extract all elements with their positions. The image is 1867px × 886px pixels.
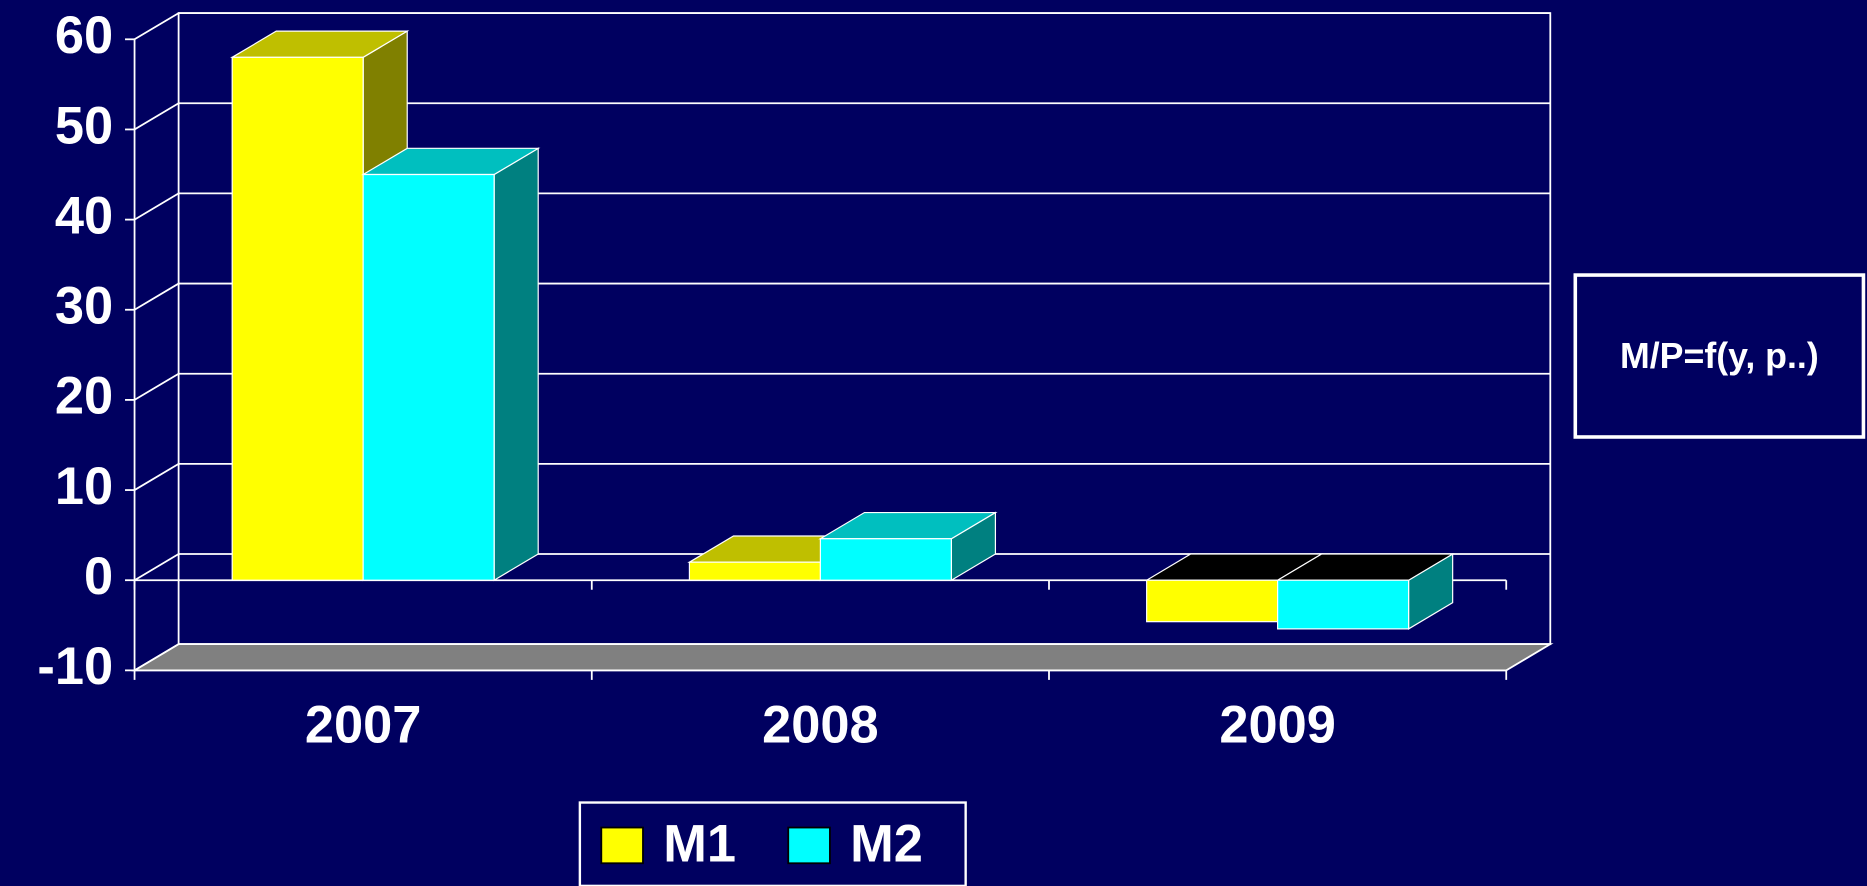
bar xyxy=(688,561,821,581)
grid-line xyxy=(134,102,1551,131)
grid-line xyxy=(134,643,1551,672)
bar xyxy=(231,56,364,581)
y-tick-label: 30 xyxy=(55,278,113,336)
y-tick-label: 40 xyxy=(55,187,113,245)
grid-line xyxy=(134,462,1551,491)
annotation-box xyxy=(1573,273,1866,439)
bar-side xyxy=(493,147,539,582)
x-tick-label: 2008 xyxy=(762,697,879,755)
legend-swatch xyxy=(600,826,644,865)
x-tick-label: 2007 xyxy=(305,697,422,755)
floor xyxy=(131,643,1554,672)
legend-swatch xyxy=(787,826,831,865)
x-tick-label: 2009 xyxy=(1219,697,1336,755)
plot: -10 0 10 20 30 40 50 60 2007 2008 2009 M1 M2 M/P=f(y,… xyxy=(37,7,1866,886)
grid-line xyxy=(134,372,1551,401)
y-tick-label: 10 xyxy=(55,458,113,516)
grid-line xyxy=(134,12,1551,41)
y-tick-label: 50 xyxy=(55,97,113,155)
bar xyxy=(819,538,952,581)
y-tick-label: 20 xyxy=(55,368,113,426)
y-tick-label: 60 xyxy=(55,7,113,65)
bar xyxy=(362,173,495,581)
y-tick-label: -10 xyxy=(37,638,113,696)
y-tick-label: 0 xyxy=(84,548,113,606)
legend-label: M2 xyxy=(850,816,923,874)
bar xyxy=(1277,579,1410,630)
grid-line xyxy=(134,282,1551,311)
grid-line xyxy=(134,192,1551,221)
grid-line xyxy=(134,553,1551,581)
annotation: M/P=f(y, p..) xyxy=(1620,336,1819,376)
legend-label: M1 xyxy=(663,816,736,874)
legend-box xyxy=(578,801,967,886)
bar xyxy=(1146,579,1279,623)
